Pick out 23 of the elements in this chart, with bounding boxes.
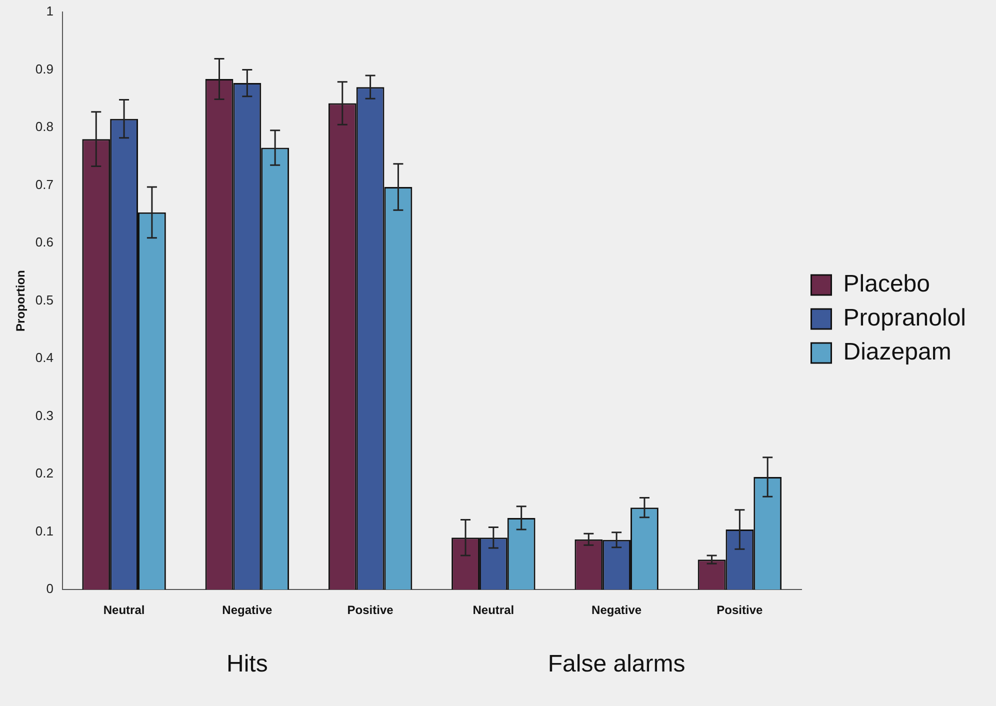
x-tick-label: Negative — [592, 603, 642, 618]
x-tick-label: Neutral — [472, 603, 514, 618]
y-tick-label: 0.5 — [35, 292, 54, 308]
x-tick-label: Positive — [347, 603, 394, 618]
y-tick-label: 0.8 — [35, 119, 54, 134]
legend-label: Propranolol — [843, 304, 966, 332]
text: False alarms — [548, 650, 686, 678]
text: Hits — [226, 650, 268, 678]
y-tick-label: 0.7 — [35, 176, 54, 192]
x-tick-label: Negative — [222, 603, 272, 618]
y-tick-label: 0.4 — [35, 350, 54, 366]
legend-label: Diazepam — [843, 338, 952, 366]
x-tick-label: Neutral — [103, 603, 145, 618]
y-tick-label: 0.6 — [35, 234, 54, 250]
y-tick-label: 0.2 — [35, 466, 54, 481]
y-tick-label: 0.3 — [35, 408, 54, 423]
y-tick-label: 1 — [46, 4, 54, 19]
y-tick-label: 0.1 — [35, 523, 54, 538]
y-tick-label: 0 — [46, 581, 54, 596]
x-tick-label: Positive — [716, 603, 764, 618]
y-axis-title: Proportion — [14, 270, 28, 332]
y-tick-label: 0.9 — [35, 61, 54, 76]
legend-label: Placebo — [843, 270, 930, 298]
